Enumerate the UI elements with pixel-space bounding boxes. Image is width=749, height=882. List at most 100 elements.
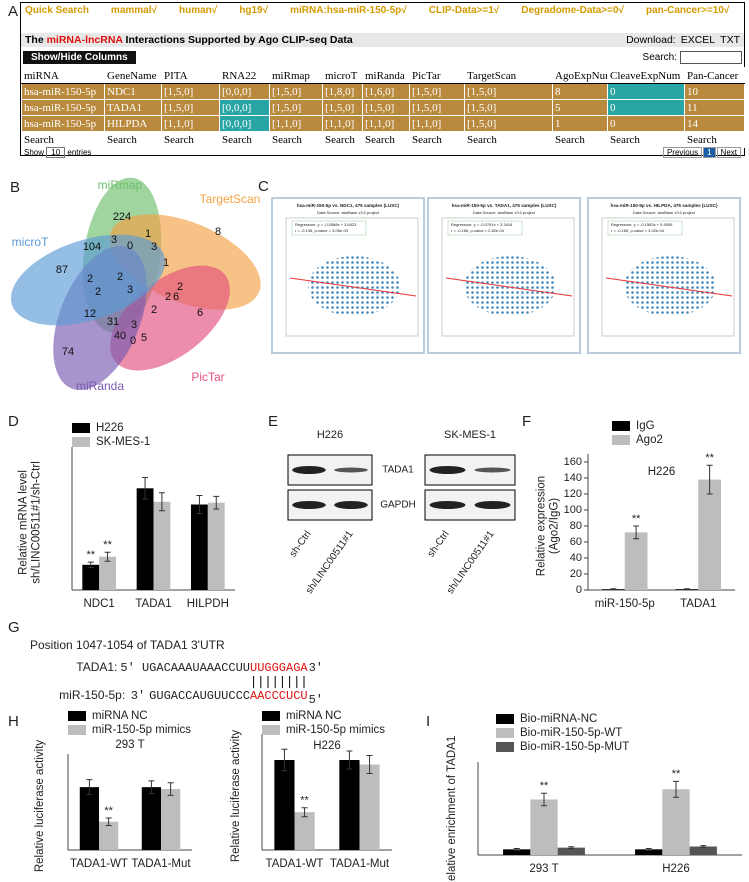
pager-button[interactable]: 1 [703,147,716,158]
table-cell: [1,5,0] [464,115,553,132]
table-cell: [1,5,0] [464,83,553,100]
error-bar [281,748,288,772]
column-header[interactable]: CleaveExpNum [607,67,685,84]
column-header[interactable]: Pan-Cancer [684,67,745,84]
download-link[interactable]: TXT [720,34,740,46]
bar [190,504,208,590]
column-header[interactable]: PicTar [409,67,465,84]
column-search[interactable]: Search [219,131,270,148]
bar [624,532,648,590]
error-bar [148,780,155,794]
column-header[interactable]: miRNA [21,67,105,84]
band [474,467,511,473]
pager-button[interactable]: Previous [662,147,703,158]
result-table: miRNA GeneName PITA RNA22 miRmap microT miRand… [21,67,745,148]
table-title: The miRNA-lncRNA Interactions Supported … [25,34,353,46]
bar [698,479,722,590]
column-header[interactable]: miRanda [362,67,410,84]
venn-count: 2 [177,281,183,293]
table-cell: 0 [607,99,685,116]
significance: ** [104,805,113,817]
mirna-end: 5' [309,693,323,707]
venn-count: 0 [130,335,136,347]
download-link[interactable]: EXCEL [680,34,716,46]
column-search[interactable]: Search [104,131,162,148]
column-header[interactable]: miRmap [269,67,323,84]
mirna-seed: AACCCUCU [250,689,308,703]
y-tick-label: 140 [564,472,582,484]
table-cell: [1,1,0] [269,115,323,132]
quick-search: Quick Search mammal√ human√ hg19√ miRNA:hsa-… [21,3,744,33]
legend-label: Bio-miR-150-5p-WT [520,727,622,739]
column-search[interactable]: Search [409,131,465,148]
error-bar [541,792,547,807]
column-header[interactable]: GeneName [104,67,162,84]
significance: ** [540,780,549,792]
column-search[interactable]: Search [21,131,105,148]
panel-label: C [258,178,269,195]
table-cell: [1,5,0] [362,99,410,116]
table-cell: 14 [684,115,745,132]
column-search[interactable]: Search [552,131,608,148]
page-size-text: entries [67,148,92,157]
table-cell: 11 [684,99,745,116]
error-bar [513,847,520,851]
y-tick-label: 60 [570,536,582,548]
table-cell: HILPDA [104,115,162,132]
band [292,501,326,509]
cell-line: H226 [317,429,343,441]
column-header[interactable]: RNA22 [219,67,270,84]
mirna-seq: GUGACCAUGUUCCC [149,689,250,703]
error-bar [104,551,111,562]
table-cell: TADA1 [104,99,162,116]
download: Download: EXCEL TXT [621,34,740,46]
plot-source: Data Source: starBase v3.0 project [633,210,696,215]
error-bar [213,495,220,510]
venn-count: 3 [127,284,133,296]
error-bar [142,477,149,500]
filter: Degradome-Data>=0√ [521,5,624,16]
bar [161,789,181,850]
pager-button[interactable]: Next [716,147,741,158]
page-size-select[interactable]: 10 [46,147,66,158]
column-header[interactable]: TargetScan [464,67,553,84]
legend-label: SK-MES-1 [96,436,150,448]
venn-set-label: miRmap [98,178,143,192]
page-size: Show 10 entries [24,147,92,158]
band [474,501,511,509]
y-axis-label: Relative luciferase activity [34,740,46,873]
legend-box [447,220,523,236]
bar [339,760,360,850]
legend-box [291,220,367,236]
filter: pan-Cancer>=10√ [646,5,730,16]
x-tick-label: NDC1 [84,598,115,610]
table-cell: [1,5,0] [269,83,323,100]
column-search[interactable]: Search [362,131,410,148]
column-toggle[interactable]: Show/Hide Columns [23,50,136,64]
point-cloud [308,256,400,316]
search-input[interactable] [680,50,742,64]
title-part: The [25,34,47,46]
mirna-end: 3' [131,689,145,703]
legend-label: Ago2 [636,434,663,446]
table-row: hsa-miR-150-5p HILPDA [1,1,0] [0,0,0] [1,1,0… [21,115,745,132]
column-search[interactable]: Search [607,131,685,148]
venn-set-label: PicTar [191,370,224,384]
venn-count: 31 [107,316,119,328]
column-search[interactable]: Search [269,131,323,148]
column-search[interactable]: Search [464,131,553,148]
column-header[interactable]: microT [322,67,363,84]
title-part: miRNA-lncRNA [46,34,123,46]
column-search[interactable]: Search [161,131,220,148]
column-search[interactable]: Search [684,131,745,148]
table-cell: [1,1,0] [362,115,410,132]
band [429,466,466,474]
panel-label: E [268,413,278,430]
column-header[interactable]: AgoExpNum [552,67,608,84]
column-header[interactable]: PITA [161,67,220,84]
bar [99,821,119,850]
bar [207,502,225,590]
sample-label: sh/LINC00511#1 [445,529,497,597]
column-search[interactable]: Search [322,131,363,148]
